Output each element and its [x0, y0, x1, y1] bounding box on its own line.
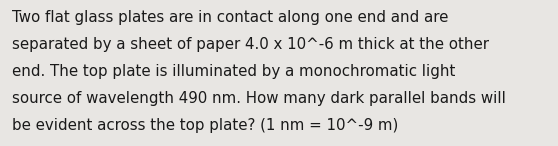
Text: end. The top plate is illuminated by a monochromatic light: end. The top plate is illuminated by a m…	[12, 64, 456, 79]
Text: separated by a sheet of paper 4.0 x 10^-6 m thick at the other: separated by a sheet of paper 4.0 x 10^-…	[12, 37, 489, 52]
Text: Two flat glass plates are in contact along one end and are: Two flat glass plates are in contact alo…	[12, 10, 449, 25]
Text: be evident across the top plate? (1 nm = 10^-9 m): be evident across the top plate? (1 nm =…	[12, 118, 398, 133]
Text: source of wavelength 490 nm. How many dark parallel bands will: source of wavelength 490 nm. How many da…	[12, 91, 506, 106]
